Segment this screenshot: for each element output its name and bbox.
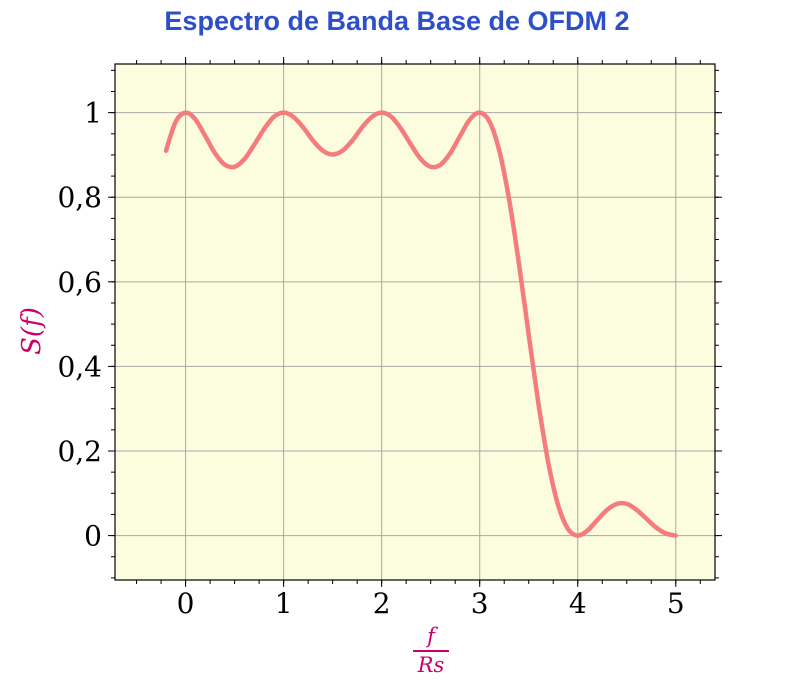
- x-axis-label: f Rs: [413, 626, 449, 676]
- x-tick-label: 0: [177, 587, 195, 620]
- x-axis-label-numerator: f: [427, 624, 435, 648]
- y-tick-label: 0,6: [57, 266, 102, 299]
- y-axis-label: S(f): [17, 307, 47, 355]
- y-tick-label: 0,4: [57, 350, 102, 383]
- x-axis-label-denominator: Rs: [417, 653, 445, 677]
- plot-frame: [114, 63, 716, 581]
- y-tick-label: 0,8: [57, 181, 102, 214]
- spectrum-curve: [163, 110, 679, 538]
- y-tick-label: 0,2: [57, 435, 102, 468]
- chart-title: Espectro de Banda Base de OFDM 2: [164, 6, 630, 36]
- x-tick-label: 2: [373, 587, 391, 620]
- x-tick-label: 3: [471, 587, 489, 620]
- x-tick-label: 5: [667, 587, 685, 620]
- y-tick-label: 0: [84, 520, 102, 553]
- x-tick-label: 1: [275, 587, 293, 620]
- x-tick-label: 4: [569, 587, 587, 620]
- fraction-bar: [413, 650, 449, 652]
- y-tick-label: 1: [84, 97, 102, 130]
